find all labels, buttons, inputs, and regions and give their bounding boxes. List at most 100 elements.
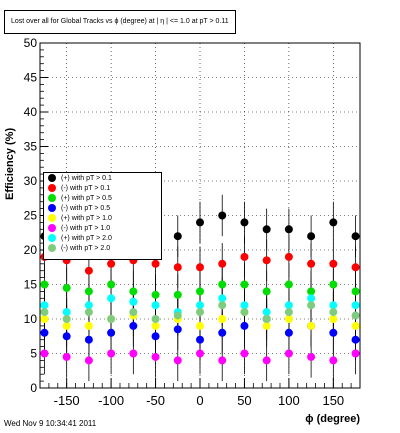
data-point bbox=[307, 301, 316, 310]
data-point bbox=[262, 225, 271, 234]
data-point bbox=[307, 321, 316, 330]
x-tick-label: -100 bbox=[98, 393, 124, 408]
data-point bbox=[351, 287, 360, 296]
data-point bbox=[284, 301, 293, 310]
legend: (+) with pT > 0.1 (-) with pT > 0.1 (+) … bbox=[43, 172, 162, 260]
data-point bbox=[351, 301, 360, 310]
data-point bbox=[151, 315, 160, 323]
data-point bbox=[173, 290, 182, 299]
data-point bbox=[240, 252, 249, 261]
y-tick-label: 30 bbox=[24, 174, 38, 188]
data-point bbox=[284, 225, 293, 234]
data-point bbox=[218, 356, 227, 365]
data-point bbox=[107, 280, 116, 289]
data-point bbox=[284, 315, 293, 323]
legend-label: (+) with pT > 2.0 bbox=[61, 234, 112, 242]
data-point bbox=[307, 294, 316, 303]
legend-item: (-) with pT > 2.0 bbox=[44, 243, 161, 253]
data-point bbox=[218, 301, 227, 310]
legend-swatch bbox=[48, 194, 56, 202]
data-point bbox=[351, 349, 360, 358]
data-point bbox=[107, 328, 116, 337]
data-point bbox=[284, 349, 293, 358]
data-point bbox=[329, 218, 338, 227]
y-tick-label: 25 bbox=[24, 209, 38, 223]
data-point bbox=[151, 332, 160, 341]
data-point bbox=[218, 259, 227, 268]
legend-item: (-) with pT > 0.5 bbox=[44, 203, 161, 213]
x-axis-label: ϕ (degree) bbox=[305, 413, 360, 425]
x-tick-label: -150 bbox=[54, 393, 80, 408]
legend-swatch bbox=[48, 224, 56, 232]
legend-swatch bbox=[48, 234, 56, 242]
y-tick-label: 50 bbox=[24, 36, 38, 50]
data-point bbox=[262, 256, 271, 265]
data-point bbox=[329, 280, 338, 289]
legend-label: (+) with pT > 0.5 bbox=[61, 194, 112, 202]
legend-swatch bbox=[48, 214, 56, 222]
y-tick-label: 0 bbox=[30, 381, 37, 395]
data-point bbox=[329, 356, 338, 365]
data-point bbox=[196, 349, 204, 358]
data-point bbox=[284, 280, 293, 289]
data-point bbox=[129, 321, 138, 330]
data-point bbox=[62, 283, 71, 292]
timestamp: Wed Nov 9 10:34:41 2011 bbox=[4, 419, 97, 428]
data-point bbox=[284, 308, 293, 317]
data-point bbox=[240, 321, 249, 330]
data-point bbox=[196, 335, 204, 344]
data-point bbox=[262, 321, 271, 330]
data-point bbox=[196, 321, 204, 330]
data-point bbox=[262, 315, 271, 323]
data-point bbox=[173, 263, 182, 272]
legend-label: (-) with pT > 0.1 bbox=[61, 184, 111, 192]
data-point bbox=[62, 315, 71, 323]
y-tick-label: 5 bbox=[30, 347, 37, 361]
data-point bbox=[307, 352, 316, 361]
data-point bbox=[62, 321, 71, 330]
data-point bbox=[84, 335, 93, 344]
data-point bbox=[151, 301, 160, 310]
x-tick-label: 0 bbox=[196, 393, 203, 408]
legend-label: (-) with pT > 0.5 bbox=[61, 204, 111, 212]
data-point bbox=[151, 352, 160, 361]
data-point bbox=[307, 287, 316, 296]
data-point bbox=[107, 259, 116, 268]
data-point bbox=[84, 266, 93, 275]
y-axis-label: Efficiency (%) bbox=[4, 127, 16, 200]
data-point bbox=[218, 211, 227, 220]
legend-label: (-) with pT > 1.0 bbox=[61, 224, 111, 232]
legend-item: (-) with pT > 1.0 bbox=[44, 223, 161, 233]
y-axis-label-wrap: Efficiency (%) bbox=[4, 60, 18, 200]
data-point bbox=[351, 232, 360, 241]
data-point bbox=[107, 294, 116, 303]
data-point bbox=[196, 301, 204, 310]
legend-item: (+) with pT > 0.5 bbox=[44, 193, 161, 203]
data-point bbox=[218, 315, 227, 323]
data-point bbox=[351, 335, 360, 344]
data-point bbox=[262, 287, 271, 296]
data-point bbox=[262, 308, 271, 317]
data-point bbox=[307, 232, 316, 241]
data-point bbox=[107, 315, 116, 323]
legend-swatch bbox=[48, 184, 56, 192]
data-point bbox=[151, 321, 160, 330]
legend-item: (-) with pT > 0.1 bbox=[44, 183, 161, 193]
data-point bbox=[284, 328, 293, 337]
data-point bbox=[173, 311, 182, 320]
y-tick-label: 40 bbox=[24, 105, 38, 119]
data-point bbox=[84, 356, 93, 365]
legend-swatch bbox=[48, 204, 56, 212]
data-point bbox=[107, 349, 116, 358]
data-point bbox=[84, 321, 93, 330]
data-point bbox=[196, 218, 204, 227]
data-point bbox=[307, 259, 316, 268]
data-point bbox=[218, 294, 227, 303]
data-point bbox=[329, 259, 338, 268]
data-point bbox=[151, 259, 160, 268]
data-point bbox=[40, 301, 49, 310]
y-tick-label: 10 bbox=[24, 312, 38, 326]
legend-label: (+) with pT > 0.1 bbox=[61, 174, 112, 182]
data-point bbox=[329, 315, 338, 323]
data-point bbox=[196, 287, 204, 296]
